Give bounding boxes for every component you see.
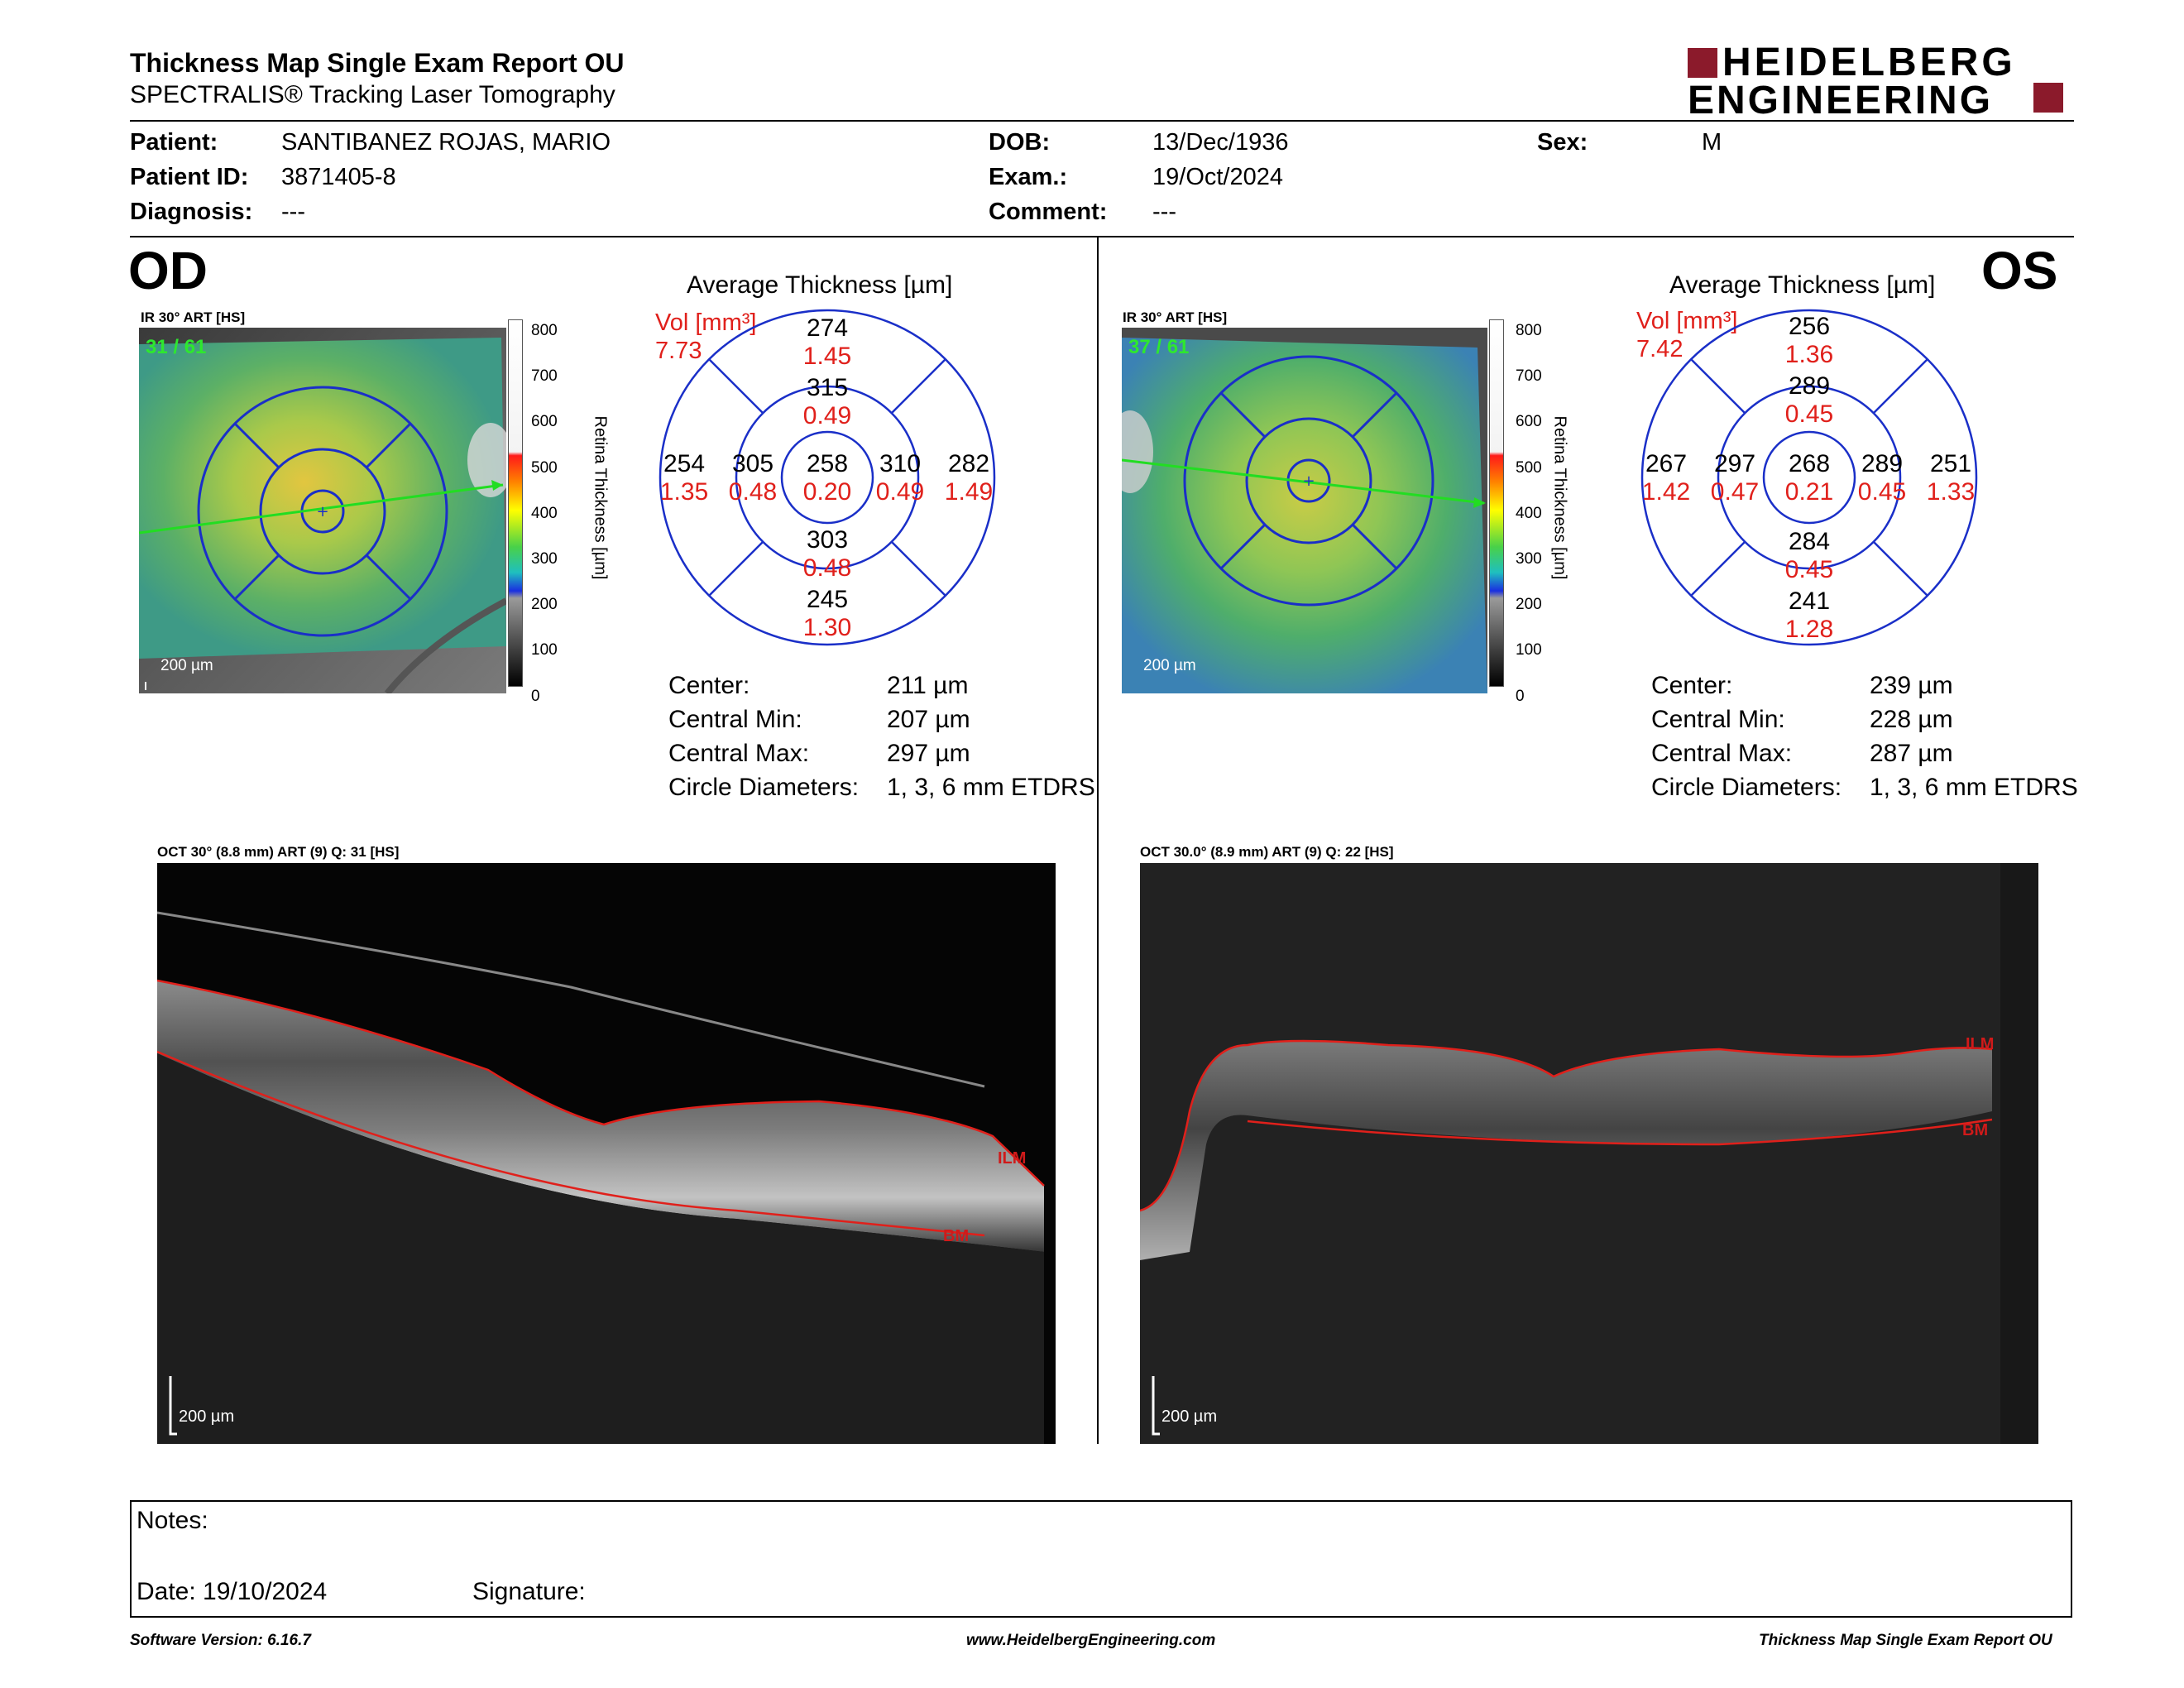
heidelberg-logo: HEIDELBERG ENGINEERING — [1688, 41, 2068, 122]
os-outer-inf: 241 1.28 — [1784, 587, 1834, 643]
sex-value: M — [1702, 129, 1722, 156]
patient-label: Patient: — [130, 129, 218, 156]
comment-value: --- — [1152, 199, 1176, 225]
eye-divider — [1097, 237, 1099, 1444]
svg-text:+: + — [316, 503, 328, 520]
os-outer-nas: 251 1.33 — [1926, 450, 1976, 506]
logo-line1: HEIDELBERG — [1722, 41, 2016, 84]
os-inner-nas: 289 0.45 — [1857, 450, 1907, 506]
od-oct-scale: 200 µm — [179, 1407, 235, 1426]
od-center: 258 0.20 — [802, 450, 852, 506]
comment-label: Comment: — [989, 199, 1108, 225]
od-colorbar-label: Retina Thickness [µm] — [591, 415, 610, 580]
os-vol-total: 7.42 — [1636, 336, 1684, 362]
os-oct-scan: ILM BM 200 µm — [1140, 863, 2038, 1444]
od-stats: Center: 211 µm Central Min: 207 µm Central… — [668, 672, 1095, 801]
logo-line2: ENGINEERING — [1688, 79, 1994, 122]
exam-label: Exam.: — [989, 164, 1068, 190]
od-avg-title: Average Thickness [µm] — [687, 271, 953, 299]
od-inner-nas: 310 0.49 — [875, 450, 925, 506]
notes-label: Notes: — [136, 1507, 208, 1534]
patient-id-label: Patient ID: — [130, 164, 249, 190]
report-subtitle: SPECTRALIS® Tracking Laser Tomography — [130, 81, 615, 108]
od-inner-temp: 305 0.48 — [728, 450, 778, 506]
os-avg-title: Average Thickness [µm] — [1669, 271, 1936, 299]
os-oct-scale: 200 µm — [1161, 1407, 1218, 1426]
patient-id: 3871405-8 — [281, 164, 396, 190]
os-oct-label: OCT 30.0° (8.9 mm) ART (9) Q: 22 [HS] — [1140, 844, 1394, 860]
svg-text:+: + — [1302, 472, 1315, 490]
os-ir-label: IR 30° ART [HS] — [1123, 309, 1228, 325]
od-vol-total: 7.73 — [655, 338, 702, 364]
os-colorbar-ticks: 800 700 600 500 400 300 200 100 0 — [1516, 322, 1542, 705]
od-outer-sup: 274 1.45 — [802, 314, 852, 370]
od-inner-sup: 315 0.49 — [802, 374, 852, 429]
od-fundus-map: + 31 / 61 200 µm — [139, 328, 506, 693]
od-oct-scan: ILM BM 200 µm — [157, 863, 1056, 1444]
os-inner-inf: 284 0.45 — [1784, 528, 1834, 583]
os-ir-scale: 200 µm — [1143, 657, 1196, 674]
software-version: Software Version: 6.16.7 — [130, 1632, 311, 1649]
od-outer-nas: 282 1.49 — [944, 450, 994, 506]
os-eye-label: OS — [1981, 241, 2058, 300]
od-outer-temp: 254 1.35 — [659, 450, 709, 506]
od-inner-inf: 303 0.48 — [802, 526, 852, 582]
od-colorbar — [508, 319, 523, 687]
os-etdrs-grid: 256 1.36 289 0.45 267 1.42 297 0.47 268 0.21 … — [1640, 308, 1979, 647]
os-colorbar — [1489, 319, 1504, 687]
od-frame-counter: 31 / 61 — [146, 336, 207, 358]
diagnosis-value: --- — [281, 199, 305, 225]
os-stats: Center: 239 µm Central Min: 228 µm Central… — [1651, 672, 2078, 801]
os-inner-temp: 297 0.47 — [1710, 450, 1760, 506]
od-bm-label: BM — [943, 1227, 970, 1245]
signature-label: Signature: — [472, 1578, 586, 1605]
diagnosis-label: Diagnosis: — [130, 199, 253, 225]
od-etdrs-grid: 274 1.45 315 0.49 254 1.35 305 0.48 258 0.20 … — [658, 308, 997, 647]
od-colorbar-ticks: 800 700 600 500 400 300 200 100 0 — [531, 322, 558, 705]
os-outer-sup: 256 1.36 — [1784, 313, 1834, 368]
website-link[interactable]: www.HeidelbergEngineering.com — [966, 1632, 1216, 1649]
dob-value: 13/Dec/1936 — [1152, 129, 1289, 156]
exam-value: 19/Oct/2024 — [1152, 164, 1283, 190]
od-eye-label: OD — [128, 241, 208, 300]
os-colorbar-label: Retina Thickness [µm] — [1550, 415, 1569, 580]
os-bm-label: BM — [1962, 1121, 1989, 1139]
dob-label: DOB: — [989, 129, 1051, 156]
os-fundus-map: + 37 / 61 200 µm — [1122, 328, 1487, 693]
footer-report-name: Thickness Map Single Exam Report OU — [1759, 1632, 2052, 1649]
os-center: 268 0.21 — [1784, 450, 1834, 506]
date-label: Date: 19/10/2024 — [136, 1578, 328, 1605]
os-outer-temp: 267 1.42 — [1641, 450, 1691, 506]
od-outer-inf: 245 1.30 — [802, 586, 852, 641]
patient-name: SANTIBANEZ ROJAS, MARIO — [281, 129, 611, 156]
sex-label: Sex: — [1537, 129, 1588, 156]
od-ilm-label: ILM — [998, 1149, 1027, 1168]
od-ir-scale: 200 µm — [160, 657, 213, 674]
os-vol-label: Vol [mm³] — [1636, 308, 1738, 334]
notes-box[interactable]: Notes: Date: 19/10/2024 Signature: — [130, 1500, 2072, 1618]
od-oct-label: OCT 30° (8.8 mm) ART (9) Q: 31 [HS] — [157, 844, 400, 860]
os-ilm-label: ILM — [1966, 1035, 1995, 1053]
od-vol-label: Vol [mm³] — [655, 309, 757, 336]
os-inner-sup: 289 0.45 — [1784, 372, 1834, 428]
os-frame-counter: 37 / 61 — [1128, 336, 1190, 358]
report-title: Thickness Map Single Exam Report OU — [130, 48, 625, 78]
od-ir-label: IR 30° ART [HS] — [141, 309, 246, 325]
